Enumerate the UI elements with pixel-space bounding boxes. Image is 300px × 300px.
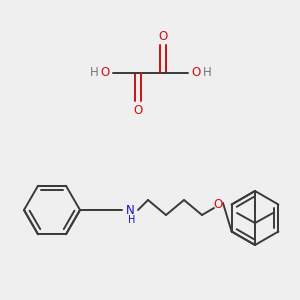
Text: H: H [90, 67, 98, 80]
Text: O: O [100, 67, 109, 80]
Text: O: O [134, 103, 142, 116]
Text: O: O [213, 199, 223, 212]
Text: H: H [128, 215, 136, 225]
Text: O: O [158, 29, 168, 43]
Text: H: H [202, 67, 211, 80]
Text: N: N [126, 203, 134, 217]
Text: O: O [191, 67, 201, 80]
